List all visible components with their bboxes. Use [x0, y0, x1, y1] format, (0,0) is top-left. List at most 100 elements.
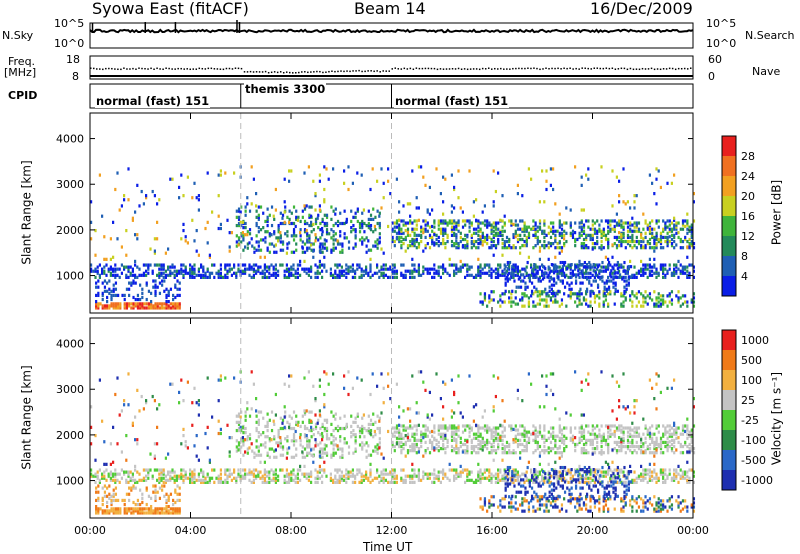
power-cell [356, 171, 359, 175]
power-cell [472, 275, 475, 279]
power-cell [506, 273, 509, 277]
power-cell [609, 292, 612, 296]
power-cell [603, 281, 606, 285]
power-cell [422, 265, 425, 269]
power-cell [549, 269, 552, 273]
power-cell [180, 263, 183, 267]
freq-dot [228, 67, 231, 70]
power-cell [354, 230, 357, 234]
power-cell [589, 235, 592, 240]
velocity-cell [384, 468, 387, 472]
power-cell [411, 257, 414, 261]
power-cell [571, 229, 575, 233]
velocity-cell [411, 444, 414, 449]
power-cell [604, 233, 608, 237]
power-cell [295, 209, 298, 213]
power-cell [690, 241, 693, 246]
power-cell [503, 239, 506, 244]
power-cell [356, 263, 359, 267]
velocity-cell [541, 436, 544, 440]
power-cell [620, 265, 623, 269]
velocity-cell [290, 439, 293, 443]
velocity-cell [228, 468, 231, 472]
power-cell [156, 306, 159, 310]
velocity-cell [488, 468, 491, 472]
power-cell [655, 233, 658, 237]
power-cell [340, 271, 343, 275]
velocity-cell [455, 470, 458, 474]
power-cell [285, 269, 288, 273]
velocity-cell [316, 474, 319, 478]
power-cell [174, 295, 177, 300]
power-cell [266, 275, 269, 279]
power-cell [101, 214, 104, 218]
power-cell [670, 244, 674, 248]
power-cell [174, 285, 177, 289]
power-cell [233, 263, 236, 267]
power-cell [281, 216, 284, 220]
power-cell [391, 267, 394, 271]
power-cell [279, 231, 282, 235]
velocity-cell [470, 478, 473, 482]
velocity-cell [101, 474, 104, 478]
power-cell [415, 219, 418, 223]
velocity-cell [673, 468, 676, 472]
velocity-cell [481, 436, 484, 440]
velocity-cell [651, 470, 654, 474]
power-cell [565, 304, 568, 308]
power-cell [358, 263, 361, 267]
power-cell [453, 263, 456, 267]
power-cell [162, 275, 165, 279]
velocity-cell [329, 472, 332, 476]
velocity-cell [556, 446, 559, 451]
power-cell [686, 212, 689, 216]
power-cell [358, 226, 362, 230]
power-cell [538, 200, 541, 204]
velocity-cell [446, 440, 449, 445]
velocity-cell [339, 426, 342, 431]
power-cell [653, 227, 656, 231]
power-cell [492, 298, 495, 302]
velocity-cell [398, 428, 401, 432]
power-cell [477, 265, 480, 269]
velocity-cell [184, 476, 187, 480]
power-cell [600, 269, 603, 273]
power-cell [343, 236, 346, 240]
velocity-cell [141, 492, 144, 496]
power-cell [176, 302, 179, 306]
power-cell [635, 246, 638, 250]
freq-dot [261, 71, 264, 73]
power-cell [513, 279, 516, 283]
power-cell [547, 275, 550, 279]
power-cell [439, 229, 443, 233]
power-cell [417, 269, 420, 273]
power-cell [457, 244, 460, 248]
velocity-cell [400, 449, 403, 453]
freq-dot [638, 68, 641, 71]
power-cell [134, 233, 137, 237]
power-cell [345, 217, 348, 221]
power-cell [384, 267, 387, 271]
power-cell [455, 241, 458, 246]
power-cell [659, 267, 662, 271]
velocity-cell [338, 474, 341, 478]
velocity-cell [279, 416, 282, 420]
power-cell [417, 271, 420, 275]
power-cell [95, 306, 98, 310]
power-cell [574, 292, 577, 296]
power-cell [257, 205, 260, 209]
power-cell [662, 227, 665, 231]
power-cell [241, 271, 244, 275]
power-cell [127, 267, 130, 271]
power-cell [563, 260, 567, 265]
velocity-cell [176, 511, 179, 515]
power-cell [554, 246, 557, 250]
power-cell [453, 233, 456, 237]
velocity-cell [523, 480, 526, 484]
power-cell [97, 291, 100, 295]
power-cell [679, 263, 682, 267]
velocity-cell [646, 468, 649, 472]
velocity-cell [481, 440, 484, 445]
power-cell [657, 296, 660, 300]
velocity-cell [437, 449, 440, 453]
